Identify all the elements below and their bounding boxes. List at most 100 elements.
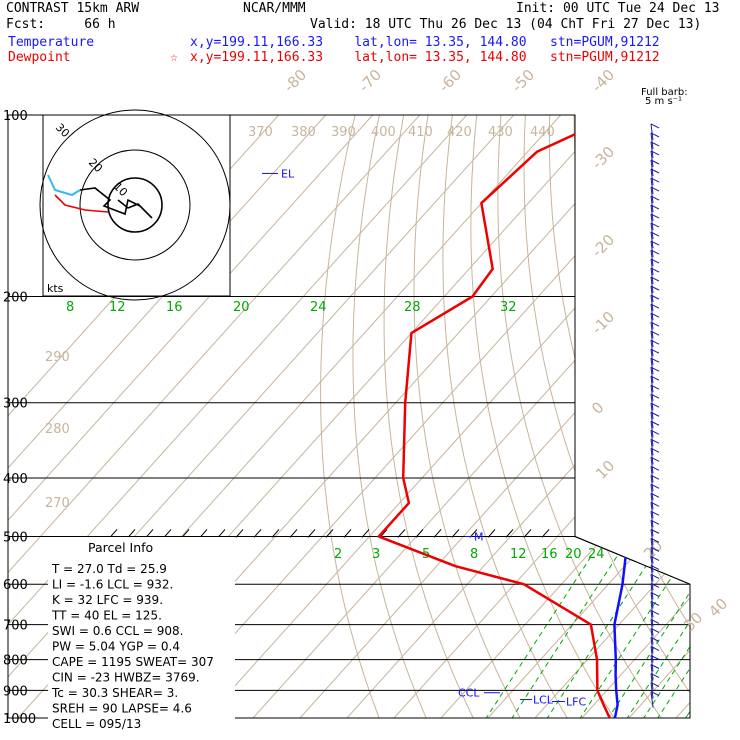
wind-barb-staff	[650, 394, 654, 411]
hatch-mark	[487, 529, 496, 538]
wind-barb-staff	[650, 601, 654, 618]
hatch-mark	[127, 529, 136, 538]
hodograph-ring	[39, 109, 231, 301]
wind-barb-flag	[650, 330, 660, 336]
dry-adiabat	[670, 115, 690, 718]
wind-barb-flag	[650, 132, 660, 138]
wind-barb-staff	[650, 637, 654, 654]
isotherm-label: -20	[588, 231, 618, 261]
wind-barb-staff	[650, 304, 654, 321]
wind-barb-staff	[650, 376, 654, 393]
isotherm-label: -50	[508, 66, 538, 96]
isotherm-line	[252, 115, 690, 718]
isotherm-line	[205, 115, 690, 718]
mixing-ratio-line	[643, 556, 690, 718]
wind-barb-staff	[650, 475, 654, 492]
wind-barb-flag	[650, 420, 660, 426]
hodograph-units-label: kts	[47, 282, 64, 295]
wind-barb-flag	[650, 276, 660, 282]
wind-barb-flag	[650, 267, 660, 273]
wind-barb-flag	[650, 510, 660, 516]
wind-barb-staff	[650, 646, 654, 663]
wind-barb-staff	[650, 457, 654, 474]
theta-label: 400	[371, 125, 396, 140]
moist-adiabat-label: 16	[166, 300, 183, 315]
wind-barb-staff	[650, 340, 654, 357]
hatch-mark	[199, 529, 208, 538]
wind-barb-staff	[650, 295, 654, 312]
dry-adiabat	[320, 115, 380, 718]
wind-barbs: Full barb:5 m s⁻¹	[641, 87, 688, 708]
pressure-tick-label: 600	[3, 578, 28, 593]
dry-adiabat	[622, 115, 690, 718]
dry-adiabat	[413, 115, 521, 718]
wind-barb-staff	[650, 529, 654, 546]
temperature-legend: Temperature	[8, 35, 95, 50]
wind-barb-flag	[650, 168, 660, 174]
hatch-mark	[181, 529, 190, 538]
wind-barb-flag	[650, 564, 660, 570]
hodograph-ring	[107, 177, 163, 233]
wind-barb-flag	[650, 357, 660, 363]
wind-barb-staff	[650, 538, 654, 555]
moist-adiabat	[715, 115, 740, 718]
parcel-info-row: SWI = 0.6 CCL = 908.	[52, 624, 183, 638]
parcel-info-title: Parcel Info	[88, 540, 153, 555]
wind-barb-staff	[650, 673, 654, 690]
hatch-mark	[523, 529, 532, 538]
wind-barb-flag	[650, 258, 660, 264]
hatch-mark	[271, 529, 280, 538]
wind-barb-flag	[650, 231, 660, 237]
wind-barb-flag	[650, 141, 660, 147]
isotherm-line	[581, 115, 690, 718]
wind-barb-flag	[650, 375, 660, 381]
wind-barb-flag	[650, 213, 660, 219]
hatch-mark	[505, 529, 514, 538]
wind-barb-flag	[650, 204, 660, 210]
parcel-info-row: Tc = 30.3 SHEAR= 3.	[51, 686, 178, 700]
isotherm-label: -30	[588, 143, 618, 173]
hatch-mark	[451, 529, 460, 538]
hatch-mark	[109, 529, 118, 538]
wind-barb-staff	[650, 213, 654, 231]
isotherm-label: -10	[588, 308, 618, 338]
wind-barb-flag	[650, 537, 660, 543]
parcel-info-row: K = 32 LFC = 939.	[52, 593, 163, 607]
wind-barb-flag	[650, 312, 660, 318]
mixing-ratio-line	[511, 556, 618, 718]
pressure-tick-label: 300	[3, 397, 28, 412]
pressure-tick-label: 900	[3, 684, 28, 699]
model-label: CONTRAST 15km ARW	[6, 1, 140, 16]
wind-barb-staff	[650, 349, 654, 366]
wind-barb-staff	[650, 385, 654, 402]
dry-adiabat	[497, 115, 662, 718]
moist-adiabat-label: 32	[500, 300, 517, 315]
moist-adiabat-label: 8	[66, 300, 74, 315]
isotherm-label: -80	[280, 66, 310, 96]
moist-adiabat-label: 12	[109, 300, 126, 315]
hodograph-trace-mid	[79, 187, 153, 219]
dry-adiabat	[470, 115, 615, 718]
wind-barb-flag	[650, 285, 660, 291]
pressure-tick-label: 700	[3, 619, 28, 634]
wind-barb-staff	[650, 664, 654, 681]
wind-barb-flag	[650, 492, 660, 498]
dry-adiabat	[548, 115, 690, 718]
valid-time: Valid: 18 UTC Thu 26 Dec 13 (04 ChT Fri …	[310, 17, 702, 32]
forecast-hour: Fcst: 66 h	[6, 17, 116, 32]
hatch-mark	[217, 529, 226, 538]
theta-label: 410	[408, 125, 433, 140]
wind-barb-staff	[650, 628, 654, 645]
wind-barb-flag	[650, 195, 660, 201]
dry-adiabat	[352, 115, 427, 718]
wind-barb-flag	[650, 546, 660, 552]
isotherm-line	[534, 115, 690, 718]
isotherm-label: 10	[592, 457, 618, 483]
theta-label: 290	[45, 350, 70, 365]
mixing-ratio-label: 8	[470, 547, 478, 562]
temperature-line	[606, 115, 684, 718]
hatch-mark	[289, 529, 298, 538]
wind-barb-flag	[650, 465, 660, 471]
init-time: Init: 00 UTC Tue 24 Dec 13	[516, 1, 720, 16]
